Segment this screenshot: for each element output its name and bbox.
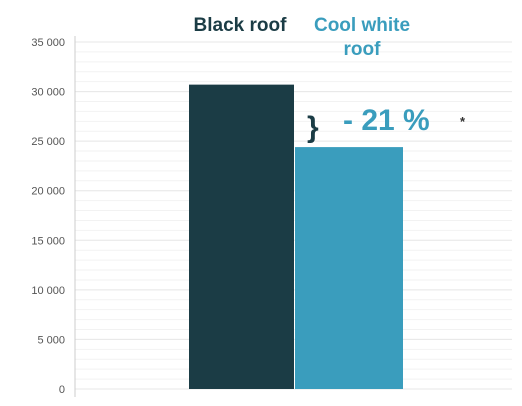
- bar-cool-white-roof: [295, 147, 403, 389]
- y-tick-label: 20 000: [31, 186, 65, 198]
- y-tick-label: 10 000: [31, 285, 65, 297]
- y-tick-label: 35 000: [31, 37, 65, 49]
- y-tick-label: 5 000: [37, 334, 65, 346]
- annotation-marker: *: [460, 114, 466, 129]
- y-tick-labels: 0 5 000 10 000 15 000 20 000 25 000 30 000 35 0…: [31, 37, 65, 396]
- annotation-value: - 21 %: [343, 104, 430, 137]
- bar-black-roof: [189, 84, 294, 389]
- series-label-line: Black roof: [194, 15, 288, 36]
- y-tick-label: 0: [59, 384, 65, 396]
- y-tick-label: 30 000: [31, 87, 65, 99]
- series-labels: Black roof Cool white roof: [194, 15, 410, 60]
- series-label-black-roof: Black roof: [194, 15, 288, 36]
- series-label-cool-white-roof: Cool white roof: [314, 15, 410, 60]
- y-tick-label: 25 000: [31, 136, 65, 148]
- bars: [189, 84, 403, 389]
- reduction-annotation: } - 21 % *: [307, 104, 466, 144]
- y-tick-label: 15 000: [31, 235, 65, 247]
- annotation-bracket: }: [307, 111, 319, 144]
- series-label-line: roof: [344, 39, 382, 60]
- series-label-line: Cool white: [314, 15, 410, 36]
